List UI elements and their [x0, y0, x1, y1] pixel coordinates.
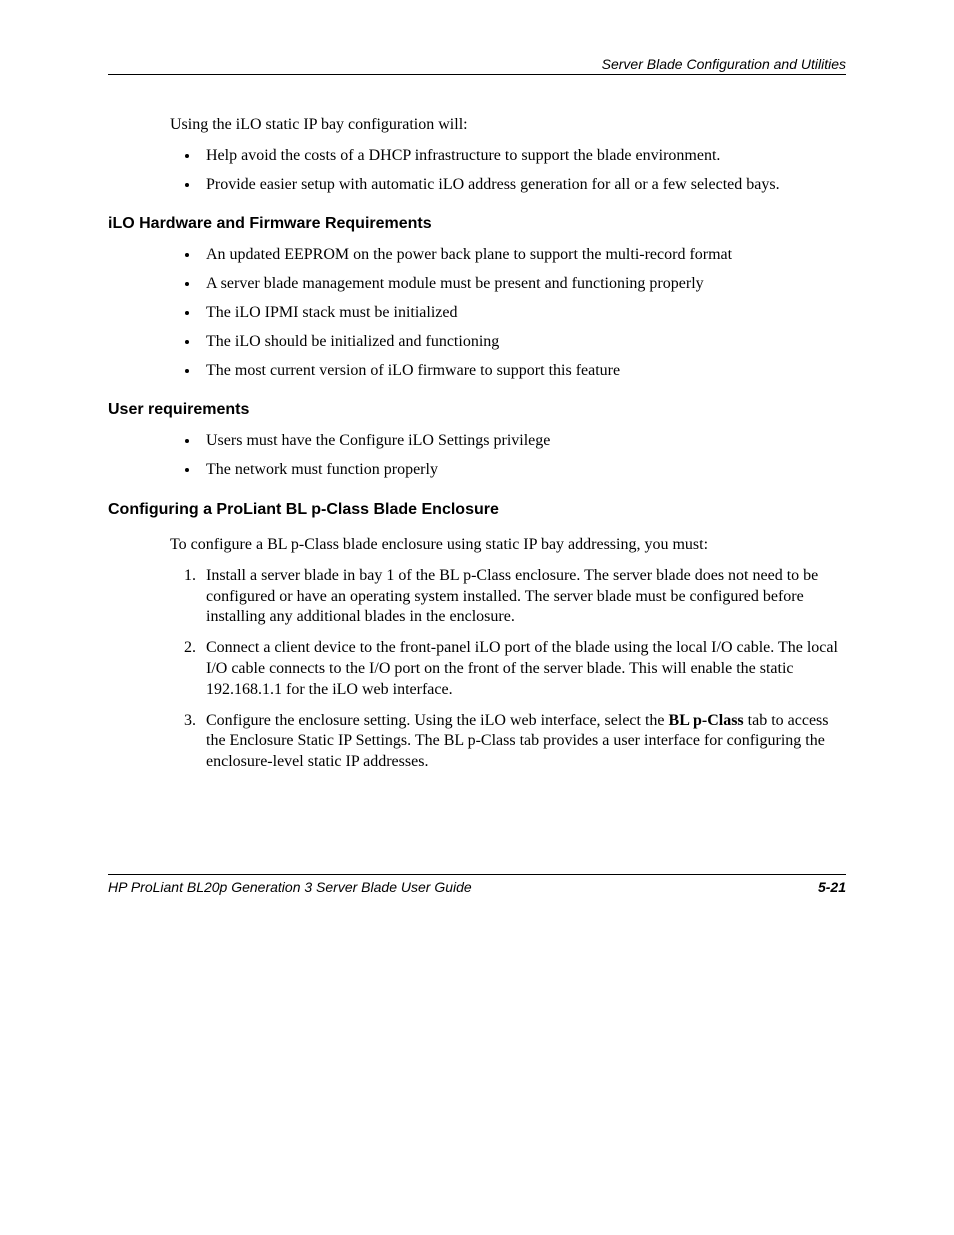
list-item: Install a server blade in bay 1 of the B… — [200, 566, 846, 628]
list-item: Users must have the Configure iLO Settin… — [200, 431, 846, 452]
step3-bold: BL p-Class — [669, 712, 744, 729]
section-heading-user-req: User requirements — [108, 401, 846, 419]
list-item: Connect a client device to the front-pan… — [200, 638, 846, 700]
hardware-bullet-list: An updated EEPROM on the power back plan… — [170, 245, 846, 381]
section-heading-hardware: iLO Hardware and Firmware Requirements — [108, 215, 846, 233]
section-heading-configuring: Configuring a ProLiant BL p-Class Blade … — [108, 501, 846, 519]
page-footer: HP ProLiant BL20p Generation 3 Server Bl… — [108, 874, 846, 895]
list-item: The iLO IPMI stack must be initialized — [200, 303, 846, 324]
section3-content: To configure a BL p-Class blade enclosur… — [170, 535, 846, 773]
body-content: Using the iLO static IP bay configuratio… — [170, 115, 846, 195]
section3-intro: To configure a BL p-Class blade enclosur… — [170, 535, 846, 556]
list-item: The most current version of iLO firmware… — [200, 361, 846, 382]
footer-page-number: 5-21 — [818, 879, 846, 895]
section1-content: An updated EEPROM on the power back plan… — [170, 245, 846, 381]
step3-pre: Configure the enclosure setting. Using t… — [206, 712, 669, 729]
intro-paragraph: Using the iLO static IP bay configuratio… — [170, 115, 846, 136]
list-item: The iLO should be initialized and functi… — [200, 332, 846, 353]
section2-content: Users must have the Configure iLO Settin… — [170, 431, 846, 481]
running-title-text: Server Blade Configuration and Utilities — [602, 56, 846, 72]
configure-steps-list: Install a server blade in bay 1 of the B… — [170, 566, 846, 773]
list-item: The network must function properly — [200, 460, 846, 481]
list-item: Provide easier setup with automatic iLO … — [200, 175, 846, 196]
list-item: A server blade management module must be… — [200, 274, 846, 295]
running-header: Server Blade Configuration and Utilities — [108, 56, 846, 75]
footer-doc-title: HP ProLiant BL20p Generation 3 Server Bl… — [108, 879, 472, 895]
list-item: Help avoid the costs of a DHCP infrastru… — [200, 146, 846, 167]
user-req-bullet-list: Users must have the Configure iLO Settin… — [170, 431, 846, 481]
list-item: An updated EEPROM on the power back plan… — [200, 245, 846, 266]
document-page: Server Blade Configuration and Utilities… — [0, 0, 954, 1235]
intro-bullet-list: Help avoid the costs of a DHCP infrastru… — [170, 146, 846, 196]
list-item: Configure the enclosure setting. Using t… — [200, 711, 846, 773]
